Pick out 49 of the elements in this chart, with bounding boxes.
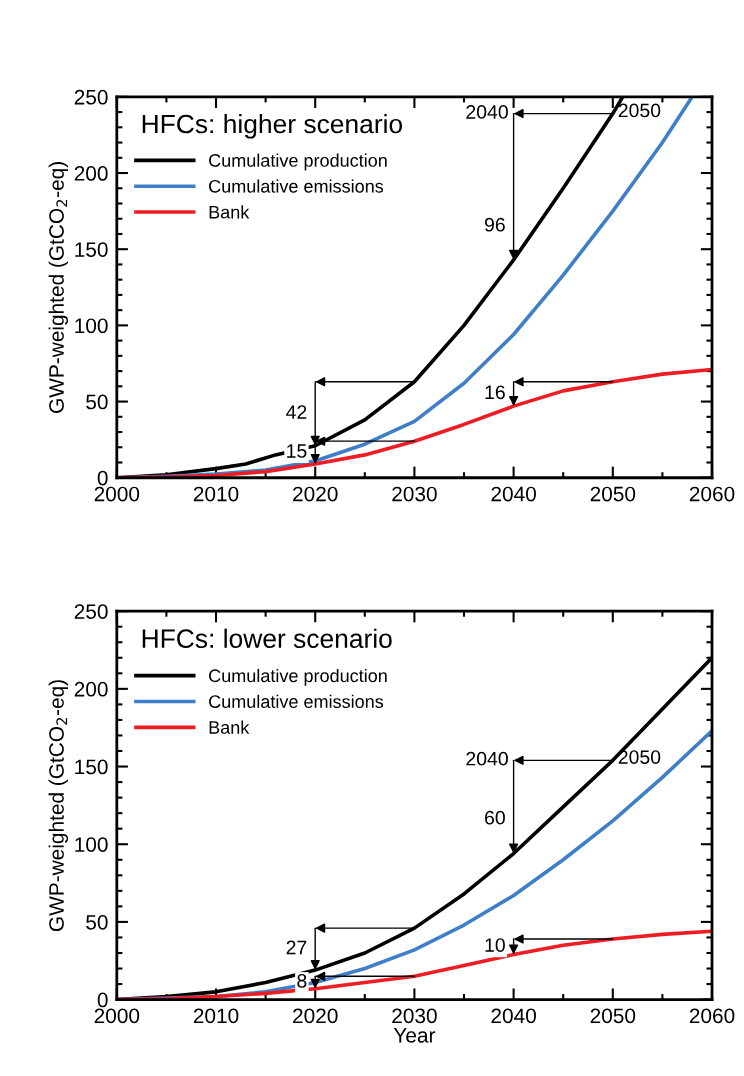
- text: HFCs: lower scenario: [142, 628, 392, 649]
- legend-label: Bank: [209, 205, 250, 219]
- annotation: 16: [485, 385, 505, 400]
- y-tick-label: 150: [75, 759, 108, 775]
- y-axis-title: GWP-weighted (GtCO$_{2}$-eq): [48, 162, 68, 413]
- y-tick-label: 100: [75, 837, 108, 852]
- annotation: 15: [287, 444, 307, 458]
- annotation: 42: [286, 405, 307, 419]
- x-tick-label: 2050: [590, 486, 636, 502]
- y-tick-label: 100: [75, 318, 108, 334]
- annotation: 60: [485, 810, 505, 825]
- legend-label: Cumulative production: [209, 668, 387, 686]
- x-tick-label: 2030: [392, 1008, 437, 1024]
- y-tick-label: 150: [75, 242, 108, 257]
- y-tick-label: 0: [97, 470, 108, 486]
- y-tick-label: 200: [74, 166, 108, 181]
- y-tick-label: 50: [86, 394, 108, 410]
- x-tick-label: 2030: [392, 486, 437, 502]
- x-tick-label: 2010: [193, 1008, 239, 1024]
- annotation: 2040: [466, 105, 508, 119]
- annotation: 2040: [466, 751, 508, 766]
- x-tick-label: 2040: [491, 486, 536, 502]
- legend-label: Cumulative emissions: [209, 694, 384, 709]
- annotation: 27: [286, 940, 307, 955]
- y-tick-label: 0: [97, 992, 108, 1008]
- x-tick-label: 2060: [689, 1008, 735, 1024]
- annotation: 2050: [618, 103, 661, 118]
- x-tick-label: 2020: [293, 1008, 338, 1024]
- x-axis-title: Year: [393, 1028, 436, 1043]
- x-tick-label: 2060: [689, 486, 735, 502]
- x-tick-label: 2000: [94, 1008, 140, 1024]
- x-tick-label: 2010: [193, 486, 239, 502]
- annotation: 10: [485, 938, 505, 952]
- y-tick-label: 250: [74, 89, 108, 105]
- annotation: 2050: [618, 750, 661, 764]
- x-tick-label: 2040: [491, 1008, 536, 1024]
- legend-label: Cumulative emissions: [209, 179, 384, 193]
- y-tick-label: 200: [74, 681, 108, 697]
- x-tick-label: 2000: [94, 486, 140, 502]
- x-tick-label: 2020: [293, 486, 338, 502]
- y-tick-label: 250: [74, 604, 108, 619]
- annotation: 8: [297, 973, 307, 988]
- y-axis-title: GWP-weighted (GtCO$_{2}$-eq): [48, 680, 68, 931]
- legend-label: Bank: [209, 720, 250, 734]
- legend-label: Cumulative production: [209, 153, 387, 171]
- y-tick-label: 50: [86, 914, 108, 930]
- annotation: 96: [484, 217, 505, 232]
- x-tick-label: 2050: [590, 1008, 636, 1024]
- text: HFCs: higher scenario: [142, 113, 403, 139]
